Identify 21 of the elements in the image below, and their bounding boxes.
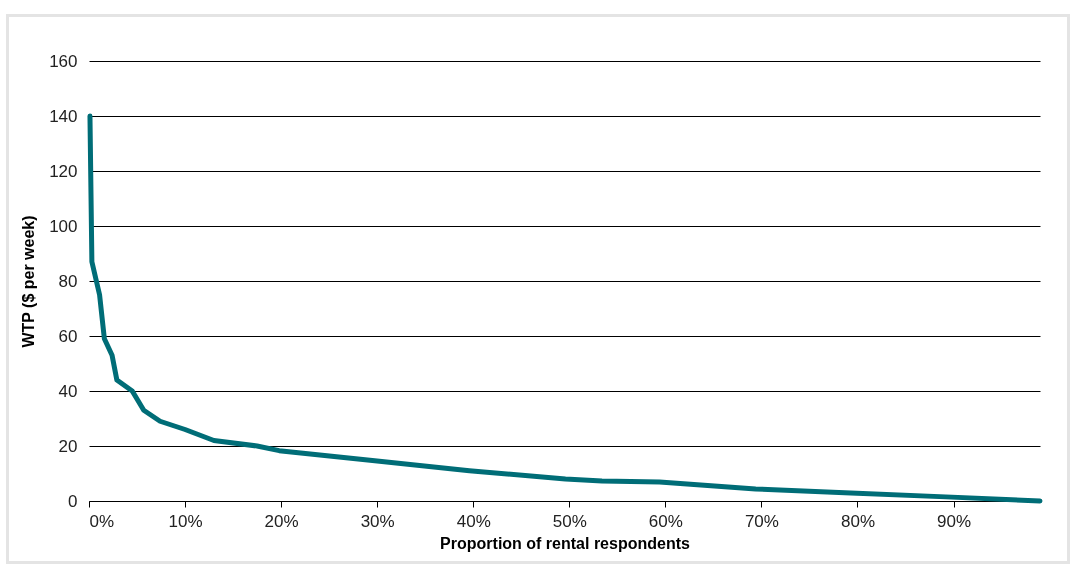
y-tick-label: 160	[49, 51, 78, 71]
x-tick-label: 70%	[744, 511, 779, 531]
y-tick-label: 100	[49, 216, 78, 236]
x-tick-label: 30%	[360, 511, 395, 531]
y-tick-label: 80	[58, 271, 78, 291]
x-tick-label: 60%	[648, 511, 683, 531]
y-tick-label: 140	[49, 106, 78, 126]
x-axis-title: Proportion of rental respondents	[440, 534, 690, 552]
x-tick-label: 90%	[937, 511, 972, 531]
x-tick-label: 0%	[89, 511, 115, 531]
x-tick-label: 80%	[840, 511, 875, 531]
y-tick-label: 60	[58, 326, 78, 346]
x-tick-label: 50%	[552, 511, 587, 531]
y-tick-label: 120	[49, 161, 78, 181]
x-tick-label: 20%	[264, 511, 299, 531]
y-tick-label: 20	[58, 436, 78, 456]
y-axis-title: WTP ($ per week)	[20, 215, 38, 348]
x-tick-label: 40%	[456, 511, 491, 531]
y-tick-label: 40	[58, 381, 78, 401]
y-tick-label: 0	[68, 491, 78, 511]
x-tick-label: 10%	[168, 511, 203, 531]
